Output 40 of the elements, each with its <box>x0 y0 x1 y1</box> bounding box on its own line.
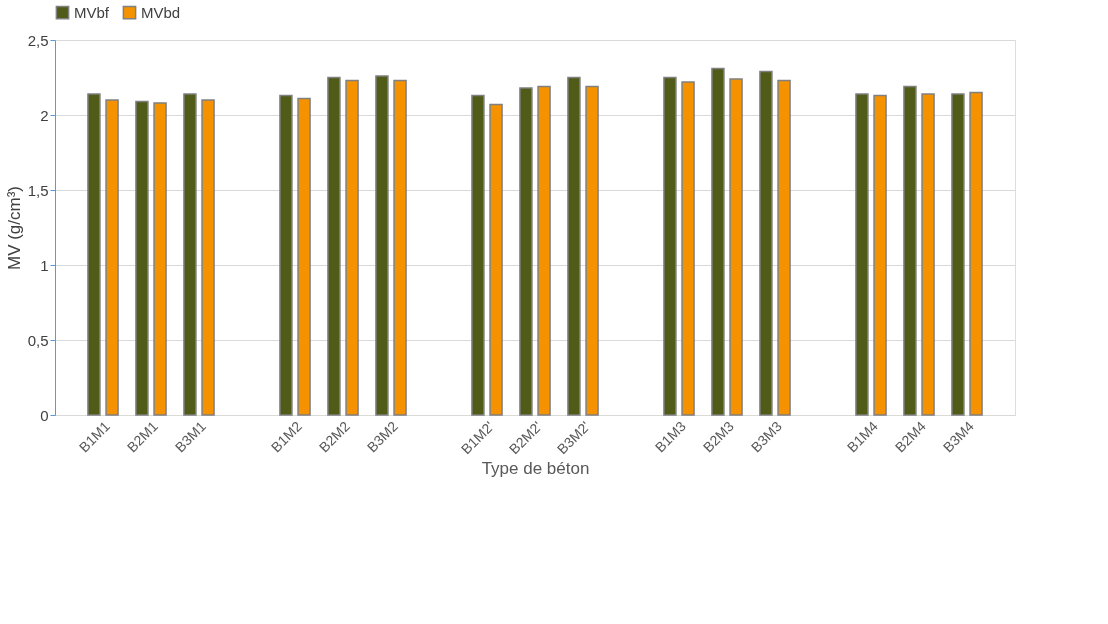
bar <box>969 91 983 416</box>
y-tick-label: 1 <box>40 256 49 274</box>
bar <box>711 67 725 416</box>
legend-label: MVbf <box>74 3 110 21</box>
bar <box>393 79 407 416</box>
bar <box>279 94 293 416</box>
bar <box>777 79 791 416</box>
bar <box>183 93 197 416</box>
legend-label: MVbd <box>141 3 181 21</box>
y-tick-label: 0 <box>40 406 49 424</box>
bar <box>585 85 599 416</box>
bar <box>87 93 101 416</box>
bar <box>345 79 359 416</box>
bar <box>681 81 695 416</box>
bar <box>135 100 149 416</box>
bar <box>855 93 869 416</box>
y-axis-title: MV (g/cm³) <box>4 185 24 271</box>
bar <box>519 87 533 416</box>
bar <box>567 76 581 416</box>
bar <box>297 97 311 416</box>
bar <box>729 78 743 416</box>
y-tick-label: 0,5 <box>27 331 49 349</box>
bar <box>327 76 341 416</box>
x-axis-title: Type de béton <box>481 459 590 479</box>
bar <box>921 93 935 416</box>
bar <box>537 85 551 416</box>
y-tick-label: 2 <box>40 106 49 124</box>
bar <box>663 76 677 416</box>
bar <box>153 102 167 416</box>
y-tick-label: 2,5 <box>27 31 49 49</box>
bar <box>375 75 389 416</box>
bar <box>489 103 503 416</box>
bar <box>951 93 965 416</box>
bar <box>873 94 887 416</box>
bar <box>759 70 773 416</box>
bar <box>201 99 215 416</box>
bar <box>903 85 917 416</box>
y-tick-label: 1,5 <box>27 181 49 199</box>
bar <box>105 99 119 416</box>
bar <box>471 94 485 416</box>
